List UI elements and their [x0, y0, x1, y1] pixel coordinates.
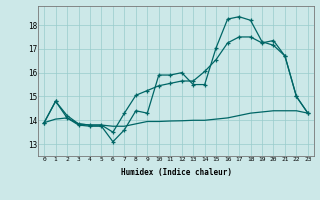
X-axis label: Humidex (Indice chaleur): Humidex (Indice chaleur): [121, 168, 231, 177]
